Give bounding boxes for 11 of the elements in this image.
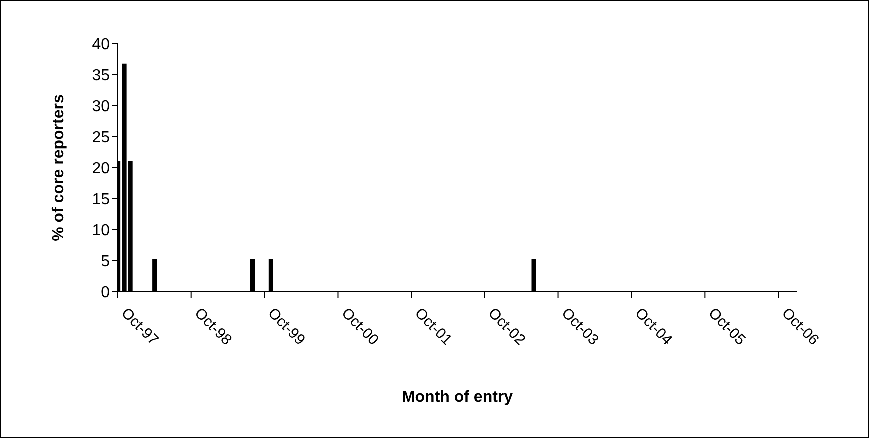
y-tick-label: 5 <box>101 254 110 271</box>
y-tick-label: 15 <box>92 192 110 209</box>
y-axis-title: % of core reporters <box>50 94 68 242</box>
y-tick-label: 35 <box>92 68 110 85</box>
x-axis-title: Month of entry <box>402 389 514 406</box>
y-tick-label: 25 <box>92 130 110 147</box>
y-tick-label: 20 <box>92 160 110 178</box>
y-tick-label: 30 <box>92 98 110 116</box>
y-tick-label: 10 <box>92 222 110 240</box>
y-tick-label: 40 <box>92 36 110 54</box>
y-tick-label: 0 <box>101 284 110 302</box>
